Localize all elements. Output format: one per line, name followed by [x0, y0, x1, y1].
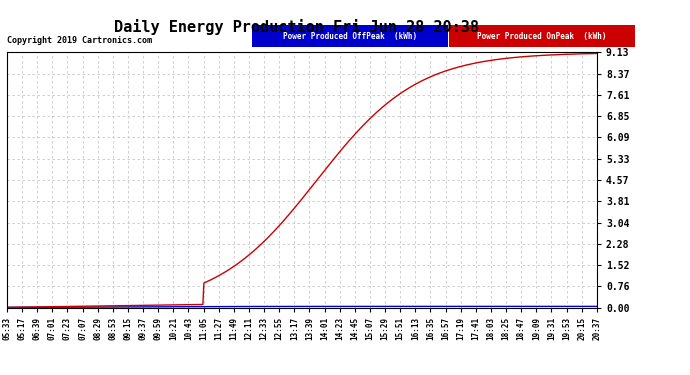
- Text: Daily Energy Production Fri Jun 28 20:38: Daily Energy Production Fri Jun 28 20:38: [115, 19, 479, 35]
- Text: Power Produced OffPeak  (kWh): Power Produced OffPeak (kWh): [283, 32, 417, 40]
- Text: Power Produced OnPeak  (kWh): Power Produced OnPeak (kWh): [477, 32, 607, 40]
- Text: Copyright 2019 Cartronics.com: Copyright 2019 Cartronics.com: [7, 36, 152, 45]
